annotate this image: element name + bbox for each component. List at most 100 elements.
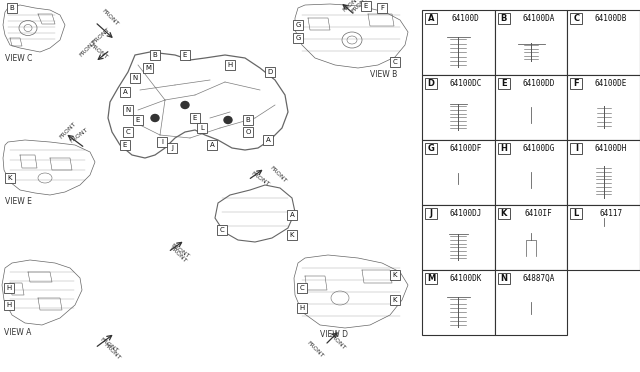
Bar <box>120 87 130 97</box>
Bar <box>243 115 253 125</box>
Text: 64117: 64117 <box>600 209 623 218</box>
Text: L: L <box>200 125 204 131</box>
Bar <box>157 137 167 147</box>
Text: FRONT: FRONT <box>102 343 122 361</box>
Text: N: N <box>125 107 131 113</box>
Bar <box>293 20 303 30</box>
Text: FRONT: FRONT <box>68 127 89 144</box>
Bar <box>422 270 495 335</box>
Text: 64100DG: 64100DG <box>522 144 555 153</box>
Text: O: O <box>245 129 251 135</box>
Bar <box>4 300 14 310</box>
Bar <box>495 10 567 75</box>
Bar <box>390 295 400 305</box>
Text: H: H <box>500 144 507 153</box>
Text: B: B <box>246 117 250 123</box>
Text: VIEW E: VIEW E <box>5 197 32 206</box>
Bar <box>425 273 437 284</box>
Text: FRONT: FRONT <box>306 341 324 359</box>
Text: VIEW A: VIEW A <box>4 328 31 337</box>
Text: FRONT: FRONT <box>92 26 111 45</box>
Text: H: H <box>227 62 232 68</box>
Text: 64887QA: 64887QA <box>522 274 555 283</box>
Text: H: H <box>6 285 12 291</box>
Text: 6410IF: 6410IF <box>525 209 552 218</box>
Text: VIEW D: VIEW D <box>320 330 348 339</box>
Text: C: C <box>392 59 397 65</box>
Bar <box>425 78 437 89</box>
Text: B: B <box>10 5 14 11</box>
Text: VIEW C: VIEW C <box>5 54 33 63</box>
Text: FRONT: FRONT <box>100 9 120 28</box>
Bar <box>297 283 307 293</box>
Ellipse shape <box>151 115 159 122</box>
Text: A: A <box>290 212 294 218</box>
Text: H: H <box>300 305 305 311</box>
Bar <box>495 205 567 270</box>
Bar <box>498 273 509 284</box>
Text: FRONT: FRONT <box>59 121 77 140</box>
Text: D: D <box>428 79 435 88</box>
Bar <box>567 75 640 140</box>
Text: E: E <box>123 142 127 148</box>
Text: 64100DC: 64100DC <box>450 79 482 88</box>
Bar <box>197 123 207 133</box>
Text: I: I <box>575 144 578 153</box>
Bar <box>567 140 640 205</box>
Text: C: C <box>125 129 131 135</box>
Text: M: M <box>145 65 151 71</box>
Text: 64100DE: 64100DE <box>595 79 627 88</box>
Text: E: E <box>136 117 140 123</box>
Text: A: A <box>266 137 270 143</box>
Bar <box>4 283 14 293</box>
Text: 64100DF: 64100DF <box>450 144 482 153</box>
Text: 64100DB: 64100DB <box>595 14 627 23</box>
Text: I: I <box>161 139 163 145</box>
Text: 64100DA: 64100DA <box>522 14 555 23</box>
Bar <box>570 78 582 89</box>
Text: FRONT: FRONT <box>99 337 118 354</box>
Bar <box>180 50 190 60</box>
Bar <box>225 60 235 70</box>
Bar <box>425 208 437 219</box>
Text: FRONT: FRONT <box>168 246 188 264</box>
Text: FRONT: FRONT <box>170 243 190 259</box>
Ellipse shape <box>181 102 189 109</box>
Bar <box>422 10 495 75</box>
Bar <box>143 63 153 73</box>
Text: A: A <box>123 89 127 95</box>
Bar <box>120 140 130 150</box>
Text: C: C <box>300 285 305 291</box>
Text: K: K <box>8 175 12 181</box>
Text: K: K <box>290 232 294 238</box>
Text: FRONT: FRONT <box>269 166 287 185</box>
Bar <box>287 210 297 220</box>
Bar <box>361 1 371 11</box>
Text: 64100DK: 64100DK <box>450 274 482 283</box>
Text: D: D <box>268 69 273 75</box>
Bar <box>243 127 253 137</box>
Text: FRONT: FRONT <box>342 0 361 13</box>
Bar <box>390 270 400 280</box>
Bar <box>7 3 17 13</box>
Ellipse shape <box>224 116 232 124</box>
Text: E: E <box>364 3 368 9</box>
Text: C: C <box>573 14 579 23</box>
Text: F: F <box>573 79 579 88</box>
Bar <box>570 13 582 24</box>
Text: FRONT: FRONT <box>351 0 369 13</box>
Text: 64100DJ: 64100DJ <box>450 209 482 218</box>
Bar <box>190 113 200 123</box>
Text: J: J <box>429 209 433 218</box>
Text: FRONT: FRONT <box>89 43 109 60</box>
Bar <box>150 50 160 60</box>
Bar <box>422 140 495 205</box>
Text: K: K <box>500 209 507 218</box>
Text: 64100DD: 64100DD <box>522 79 555 88</box>
Bar <box>5 173 15 183</box>
Text: L: L <box>573 209 579 218</box>
Bar <box>217 225 227 235</box>
Bar <box>207 140 217 150</box>
Bar <box>498 143 509 154</box>
Bar <box>390 57 400 67</box>
